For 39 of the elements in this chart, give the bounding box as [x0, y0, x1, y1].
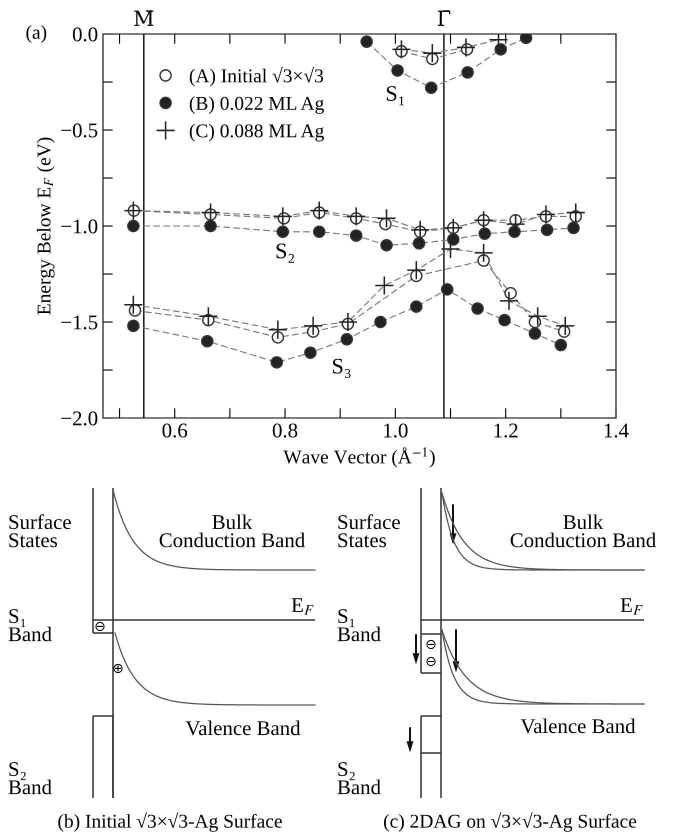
text: S₁ Band: [338, 609, 381, 642]
annotation: S₁: [386, 86, 404, 106]
ref-line-label: M̄: [134, 10, 154, 26]
x-tick-label: 1.0: [384, 423, 408, 438]
x-tick-label: 0.6: [162, 423, 188, 438]
text: Valence Band: [520, 718, 636, 734]
annotation: S₃: [332, 358, 350, 378]
text: S₂ Band: [8, 762, 52, 794]
text: ⊖: [95, 622, 105, 632]
text: (b) Initial √3×√3-Ag Surface: [58, 812, 282, 832]
text: ⊕: [113, 664, 123, 674]
y-tick-label: 0.0: [72, 27, 98, 42]
x-tick-label: 0.8: [272, 423, 298, 438]
text: Valence Band: [186, 720, 300, 736]
text: Bulk Conduction Band: [160, 514, 305, 548]
text: Surface States: [9, 514, 71, 548]
text: ⊖: [426, 656, 436, 666]
text: E$_{F}$: [292, 598, 314, 615]
y-tick-label: −1.5: [61, 315, 98, 330]
text: E$_{F}$: [620, 598, 643, 615]
text: Bulk Conduction Band: [510, 514, 656, 548]
x-tick-label: 1.2: [494, 424, 518, 438]
annotation: S₂: [276, 244, 294, 263]
x-axis-title: Wave Vector (Å$^{−1}$): [283, 447, 435, 468]
text: S₂ Band: [338, 762, 381, 794]
y-tick-label: −1.0: [61, 219, 98, 234]
legend-label: (C) 0.088 ML Ag: [190, 124, 324, 142]
y-axis-title: Energy Below E$_{F}$ (eV): [36, 138, 55, 315]
y-tick-label: −2.0: [61, 411, 98, 426]
x-tick-label: 1.4: [604, 424, 629, 438]
text: S₁ Band: [8, 609, 52, 642]
ref-line-label: Γ̄: [438, 10, 450, 26]
text: ⊖: [426, 640, 436, 650]
legend-label: (B) 0.022 ML Ag: [190, 96, 324, 114]
text: (c) 2DAG on √3×√3-Ag Surface: [384, 812, 636, 832]
legend-label: (A) Initial √3×√3: [190, 66, 324, 86]
y-tick-label: −0.5: [61, 123, 98, 138]
text: Surface States: [338, 514, 400, 548]
text: (a): [26, 25, 46, 43]
